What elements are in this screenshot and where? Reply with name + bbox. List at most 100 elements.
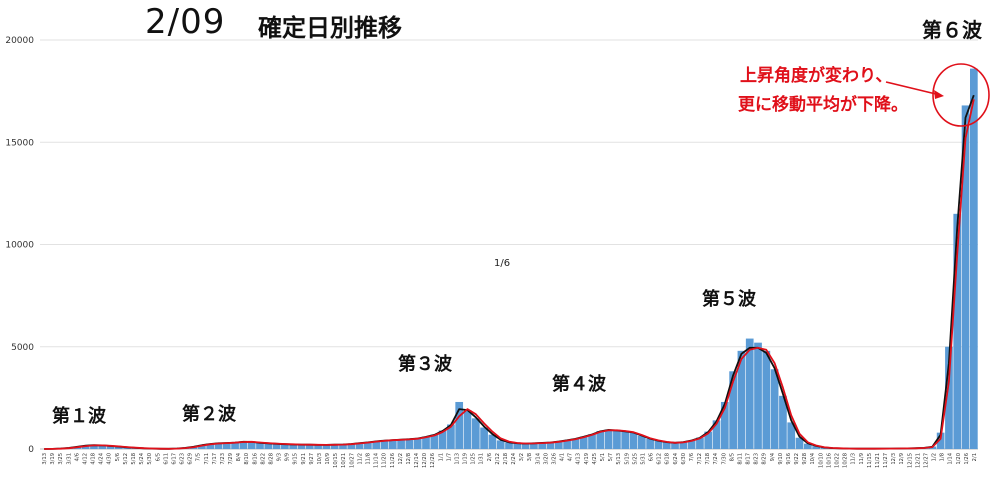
data-bar (214, 443, 223, 449)
x-tick-label: 10/9 (325, 453, 331, 465)
data-bar (812, 446, 820, 449)
x-tick-label: 11/3 (851, 453, 857, 465)
x-tick-label: 5/19 (624, 453, 630, 465)
x-tick-label: 3/8 (527, 453, 533, 461)
data-bar (662, 442, 671, 449)
y-tick-label: 5000 (11, 343, 34, 353)
x-tick-label: 4/18 (91, 453, 97, 465)
data-bar (305, 444, 314, 449)
series-line (44, 94, 975, 450)
data-bar (538, 442, 547, 449)
x-tick-label: 2/18 (503, 453, 509, 465)
x-tick-label: 6/23 (180, 453, 186, 465)
wave-3-label: 第３波 (398, 354, 452, 375)
x-tick-label: 11/21 (875, 453, 881, 468)
y-tick-label: 20000 (5, 36, 34, 46)
data-bar (364, 442, 372, 449)
daily-bars (48, 68, 978, 449)
x-tick-label: 6/6 (649, 453, 655, 461)
data-bar (604, 429, 613, 449)
x-tick-label: 9/9 (285, 453, 291, 461)
data-bar (198, 444, 206, 449)
x-tick-label: 5/25 (632, 453, 638, 465)
x-tick-label: 5/7 (608, 453, 614, 461)
x-tick-label: 2/6 (487, 453, 493, 461)
x-tick-label: 4/24 (99, 452, 105, 464)
data-bar (696, 437, 704, 449)
x-tick-label: 4/12 (83, 453, 89, 465)
data-bar (704, 431, 713, 449)
x-tick-label: 6/29 (188, 453, 194, 465)
x-tick-label: 5/31 (640, 453, 646, 465)
x-tick-label: 2/24 (511, 452, 517, 464)
x-tick-label: 7/30 (721, 453, 727, 465)
x-tick-label: 4/13 (576, 453, 582, 465)
data-bar (314, 444, 322, 449)
x-tick-label: 2/1 (972, 453, 978, 461)
data-bar (654, 440, 663, 449)
x-tick-label: 9/27 (309, 453, 315, 465)
x-tick-label: 9/4 (770, 452, 776, 461)
x-tick-label: 4/30 (107, 453, 113, 465)
x-tick-label: 11/9 (859, 453, 865, 465)
data-bar (90, 445, 98, 449)
data-bar (81, 445, 90, 449)
data-bar (770, 369, 779, 449)
y-tick-label: 10000 (5, 241, 34, 251)
x-tick-label: 1/7 (446, 453, 452, 461)
x-tick-label: 10/28 (843, 453, 849, 468)
data-bar (961, 105, 970, 449)
y-axis: 0 5000 10000 15000 20000 (5, 36, 34, 455)
data-bar (438, 430, 447, 449)
data-bar (264, 443, 273, 449)
x-tick-label: 7/17 (212, 453, 218, 465)
x-tick-label: 8/23 (754, 453, 760, 465)
data-bar (330, 444, 339, 449)
data-bar (480, 427, 488, 449)
x-tick-label: 7/18 (705, 453, 711, 465)
x-tick-label: 12/26 (430, 453, 436, 468)
x-tick-label: 3/26 (552, 453, 558, 465)
x-tick-label: 5/24 (139, 452, 145, 464)
x-tick-label: 4/19 (584, 453, 590, 465)
center-label: 1/6 (494, 258, 511, 269)
data-bar (596, 431, 605, 449)
x-tick-label: 1/20 (956, 453, 962, 465)
x-tick-label: 9/22 (794, 453, 800, 465)
x-axis: 3/13 3/19 3/25 3/31 4/6 4/12 4/18 4/24 4/30 5/6 5/… (42, 452, 978, 468)
data-bar (646, 438, 654, 449)
x-tick-label: 11/20 (382, 453, 388, 468)
data-bar (621, 431, 630, 449)
x-tick-label: 10/27 (349, 453, 355, 468)
x-tick-label: 6/24 (673, 452, 679, 464)
x-tick-label: 3/14 (535, 452, 541, 464)
x-tick-label: 10/16 (826, 453, 832, 468)
x-tick-label: 1/31 (479, 453, 485, 465)
x-tick-label: 1/25 (471, 453, 477, 465)
x-tick-label: 12/3 (891, 453, 897, 465)
x-tick-label: 3/19 (50, 453, 56, 465)
data-bar (779, 395, 787, 449)
x-tick-label: 1/1 (438, 453, 444, 461)
data-bar (455, 401, 464, 449)
x-tick-label: 7/6 (689, 453, 695, 461)
data-bar (322, 444, 331, 449)
data-bar (355, 443, 364, 449)
data-bar (281, 444, 289, 449)
callout-circle (932, 63, 990, 127)
x-tick-label: 8/17 (746, 453, 752, 465)
x-tick-label: 12/15 (907, 453, 913, 468)
callout-arrow (885, 81, 941, 96)
x-tick-label: 7/23 (220, 453, 226, 465)
wave-6-label: 第６波 (922, 18, 982, 42)
data-bar (803, 443, 812, 449)
data-bar (762, 350, 771, 449)
x-tick-label: 12/9 (899, 453, 905, 465)
x-tick-label: 6/18 (665, 453, 671, 465)
x-tick-label: 1/8 (940, 453, 946, 461)
data-bar (106, 446, 115, 449)
x-tick-label: 10/21 (341, 453, 347, 468)
x-tick-label: 6/12 (657, 453, 663, 465)
x-tick-label: 11/27 (883, 453, 889, 468)
